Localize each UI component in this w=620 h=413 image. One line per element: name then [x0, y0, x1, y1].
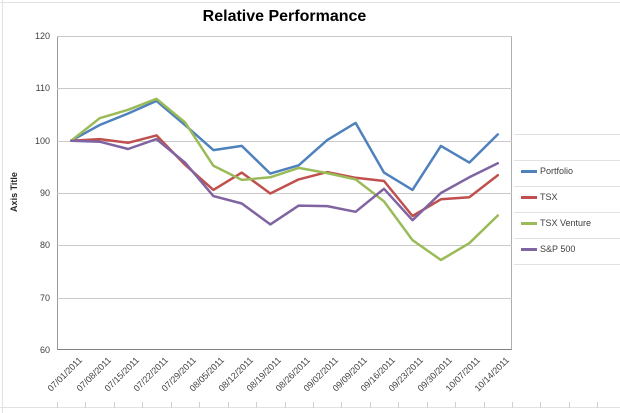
legend-item-label: Portfolio	[540, 166, 574, 176]
legend-item-portfolio[interactable]: Portfolio	[521, 165, 573, 177]
legend-swatch	[521, 247, 537, 251]
axis-tick-mark	[171, 402, 172, 408]
legend-item-s-p-500[interactable]: S&P 500	[521, 243, 575, 255]
axis-tick-mark	[398, 402, 399, 408]
axis-tick-mark	[427, 402, 428, 408]
axis-tick-mark	[85, 402, 86, 408]
series-line-portfolio[interactable]	[69, 99, 500, 192]
y-gridline	[57, 193, 512, 194]
series-line-s-p-500[interactable]	[69, 137, 500, 226]
axis-tick-mark	[142, 402, 143, 408]
y-axis-tick-label: 110	[35, 83, 50, 94]
axis-tick-mark	[512, 402, 513, 408]
y-gridline	[57, 297, 512, 299]
chart-title[interactable]: Relative Performance	[202, 8, 367, 25]
y-gridline	[57, 88, 512, 90]
sheet-gridline	[0, 407, 620, 408]
legend-item-label: S&P 500	[540, 244, 576, 254]
sheet-gridline	[514, 186, 620, 187]
legend-item-tsx-venture[interactable]: TSX Venture	[521, 217, 591, 229]
y-axis-tick-label: 70	[39, 292, 50, 303]
axis-tick-mark	[57, 402, 58, 408]
y-axis-tick-label: 60	[39, 345, 50, 355]
legend-item-label: TSX Venture	[540, 218, 592, 228]
axis-tick-mark	[540, 402, 541, 408]
y-gridline	[57, 140, 512, 142]
axis-tick-mark	[285, 402, 286, 408]
legend-item-label: TSX	[540, 192, 558, 202]
y-axis-tick-label: 100	[34, 135, 50, 146]
y-axis-tick-label: 120	[34, 31, 50, 41]
y-gridline	[57, 245, 512, 247]
axis-tick-mark	[228, 402, 229, 408]
y-axis-tick-label: 90	[39, 188, 50, 198]
y-axis-tick-label: 80	[39, 240, 50, 251]
sheet-gridline	[514, 264, 620, 265]
axis-tick-mark	[199, 402, 200, 408]
sheet-gridline	[514, 212, 620, 213]
legend-swatch	[521, 169, 537, 173]
axis-tick-mark	[341, 402, 342, 408]
legend-swatch	[521, 221, 537, 225]
legend-swatch	[521, 195, 537, 199]
axis-tick-mark	[114, 402, 115, 408]
axis-tick-mark	[455, 402, 456, 408]
axis-tick-mark	[569, 402, 570, 408]
sheet-gridline	[0, 2, 620, 3]
axis-tick-mark	[256, 402, 257, 408]
axis-tick-mark	[313, 402, 314, 408]
sheet-gridline	[514, 238, 620, 239]
y-gridline	[57, 36, 512, 37]
sheet-gridline	[2, 0, 3, 413]
series-line-tsx-venture[interactable]	[69, 97, 500, 262]
sheet-gridline	[514, 160, 620, 161]
axis-tick-mark	[597, 402, 598, 408]
sheet-gridline	[514, 134, 620, 135]
legend-item-tsx[interactable]: TSX	[521, 191, 558, 203]
axis-tick-mark	[370, 402, 371, 408]
axis-tick-mark	[484, 402, 485, 408]
